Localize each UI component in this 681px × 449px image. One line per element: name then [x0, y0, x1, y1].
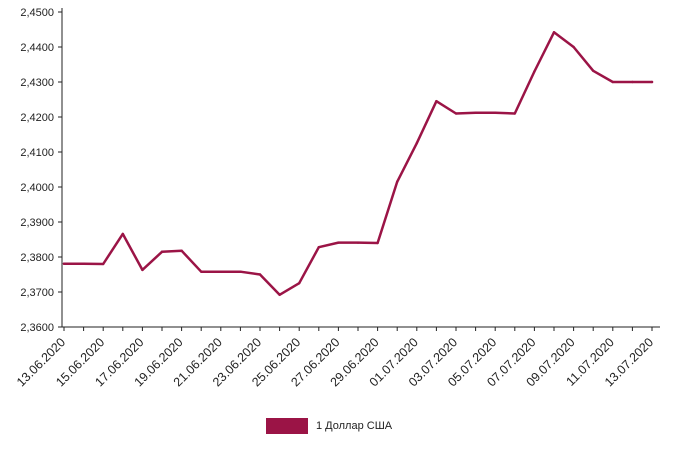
data-point [650, 80, 654, 84]
y-tick-label: 2,4400 [20, 42, 54, 54]
y-tick-label: 2,4100 [20, 147, 54, 159]
data-point [435, 100, 438, 103]
data-point [102, 262, 105, 266]
data-point [396, 180, 399, 183]
data-point [62, 262, 66, 265]
data-point [376, 241, 379, 245]
data-point [552, 31, 556, 34]
y-tick-label: 2,4000 [20, 182, 54, 194]
legend-label: 1 Доллар США [316, 420, 393, 432]
legend-swatch [266, 418, 308, 434]
data-point [298, 282, 301, 285]
data-point [513, 112, 516, 115]
data-point [141, 268, 144, 272]
chart-legend: 1 Доллар США [266, 418, 392, 434]
data-point [180, 249, 183, 252]
data-point [454, 112, 458, 115]
data-point [258, 273, 262, 276]
data-point [337, 241, 340, 244]
y-tick-label: 2,4500 [20, 7, 54, 19]
data-point [239, 270, 242, 273]
y-tick-label: 2,4300 [20, 77, 54, 89]
y-tick-label: 2,3800 [20, 252, 54, 264]
data-point [572, 45, 575, 49]
data-point [121, 232, 125, 236]
data-point [160, 250, 164, 253]
data-point [533, 70, 536, 73]
data-point [611, 80, 614, 84]
data-point [592, 69, 595, 73]
data-point [82, 262, 85, 265]
data-point [356, 241, 360, 244]
data-point [200, 270, 203, 273]
data-point [415, 142, 418, 145]
data-point [631, 80, 634, 84]
y-tick-label: 2,3600 [20, 322, 54, 334]
data-point [317, 246, 320, 249]
data-point [494, 111, 497, 115]
data-point [278, 293, 281, 296]
series-line [62, 31, 654, 297]
y-tick-label: 2,3700 [20, 287, 54, 299]
data-point [474, 111, 477, 115]
data-point [219, 270, 222, 273]
y-tick-label: 2,4200 [20, 112, 54, 124]
y-tick-label: 2,3900 [20, 217, 54, 229]
